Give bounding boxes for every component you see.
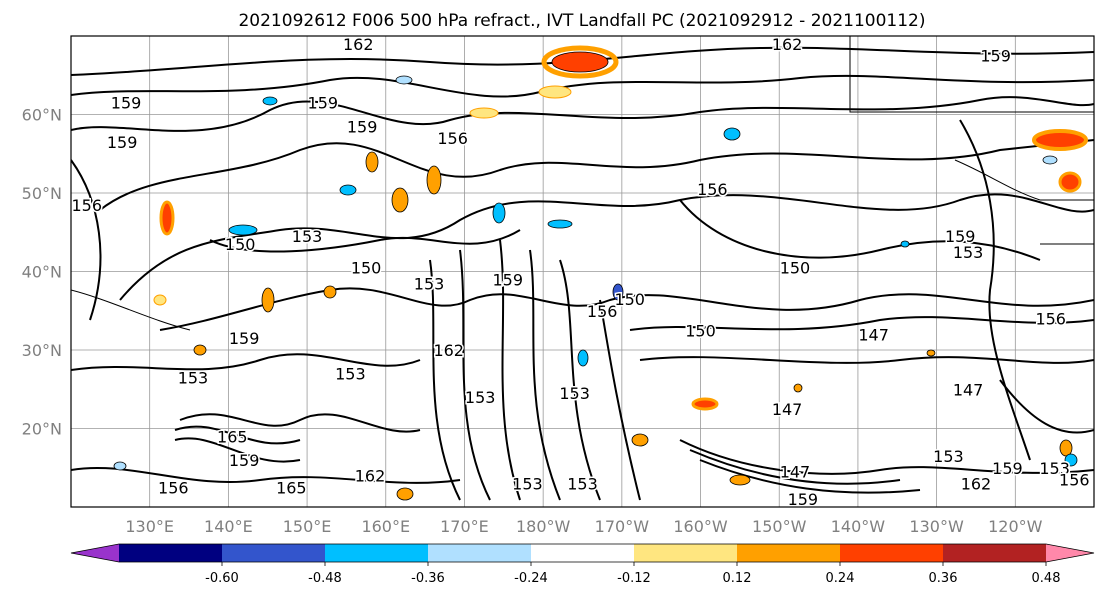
x-tick-label: 160°E bbox=[361, 517, 410, 536]
x-tick-label: 170°E bbox=[440, 517, 489, 536]
chart-title: 2021092612 F006 500 hPa refract., IVT La… bbox=[238, 11, 925, 31]
contour-label: 156 bbox=[1059, 471, 1090, 490]
contour-label: 150 bbox=[614, 290, 645, 309]
y-tick-label: 30°N bbox=[22, 341, 62, 360]
contour-label: 156 bbox=[697, 180, 728, 199]
colorbar-segment bbox=[222, 544, 326, 562]
colorbar-tick-label: 0.12 bbox=[723, 571, 752, 586]
contour-label: 165 bbox=[217, 427, 248, 446]
contour-label: 159 bbox=[229, 451, 260, 470]
contour-label: 159 bbox=[492, 270, 523, 289]
x-tick-label: 180°W bbox=[516, 517, 571, 536]
contour-label: 162 bbox=[961, 474, 992, 493]
y-tick-label: 60°N bbox=[22, 106, 62, 125]
contour-label: 159 bbox=[107, 133, 138, 152]
contour-label: 153 bbox=[512, 474, 543, 493]
x-tick-label: 130°E bbox=[125, 517, 174, 536]
contour-label-layer: 162 1621591591591591591561561561531501501… bbox=[71, 35, 1091, 509]
contour-label: 159 bbox=[111, 94, 142, 113]
y-axis-ticks: 20°N 30°N 40°N 50°N 60°N bbox=[22, 106, 62, 439]
colorbar-tick-label: 0.48 bbox=[1032, 571, 1061, 586]
colorbar-segment bbox=[943, 544, 1047, 562]
contour-label: 156 bbox=[158, 478, 189, 497]
colorbar-segment bbox=[737, 544, 841, 562]
contour-label: 156 bbox=[71, 196, 102, 215]
contour-label: 147 bbox=[780, 463, 811, 482]
x-tick-label: 140°E bbox=[204, 517, 253, 536]
contour-label: 150 bbox=[780, 259, 811, 278]
contour-label: 153 bbox=[559, 384, 590, 403]
colorbar: -0.60 -0.48 -0.36 -0.24 -0.12 0.12 0.24 0.36 0.4… bbox=[70, 543, 1095, 586]
contour-label: 159 bbox=[229, 329, 260, 348]
colorbar-extend-low bbox=[71, 544, 119, 562]
x-tick-label: 170°W bbox=[595, 517, 650, 536]
colorbar-segment bbox=[634, 544, 738, 562]
contour-label: 162 bbox=[355, 467, 386, 486]
contour-label: 159 bbox=[788, 490, 819, 509]
contour-label: 162 bbox=[772, 35, 803, 54]
contour-label: 162 bbox=[433, 341, 464, 360]
colorbar-outline bbox=[70, 543, 1095, 563]
map-boundaries bbox=[71, 36, 1094, 331]
contour-label: 156 bbox=[1035, 310, 1066, 329]
x-axis-ticks: 130°E 140°E 150°E 160°E 170°E 180°W 170°W 160°W… bbox=[125, 517, 1042, 536]
contour-label: 159 bbox=[945, 227, 976, 246]
colorbar-segment bbox=[428, 544, 532, 562]
contour-label: 165 bbox=[276, 478, 307, 497]
contour-label: 150 bbox=[685, 321, 716, 340]
colorbar-segment bbox=[119, 544, 223, 562]
colorbar-tick-label: -0.48 bbox=[308, 571, 342, 586]
colorbar-tick-label: -0.12 bbox=[617, 571, 651, 586]
contour-label: 159 bbox=[992, 459, 1023, 478]
contour-label: 156 bbox=[587, 302, 618, 321]
contour-label: 153 bbox=[933, 447, 964, 466]
y-tick-label: 50°N bbox=[22, 184, 62, 203]
x-tick-label: 120°W bbox=[988, 517, 1043, 536]
colorbar-tick-label: -0.24 bbox=[514, 571, 548, 586]
contour-label: 153 bbox=[567, 474, 598, 493]
contour-label: 162 bbox=[343, 35, 374, 54]
y-tick-label: 40°N bbox=[22, 263, 62, 282]
x-tick-label: 160°W bbox=[673, 517, 728, 536]
contour-label: 153 bbox=[1039, 459, 1070, 478]
x-tick-label: 150°E bbox=[283, 517, 332, 536]
colorbar-tick-label: 0.36 bbox=[929, 571, 958, 586]
x-tick-label: 130°W bbox=[909, 517, 964, 536]
contour-label: 150 bbox=[225, 235, 256, 254]
refractivity-contours bbox=[71, 46, 1094, 501]
colorbar-tick-label: -0.60 bbox=[205, 571, 239, 586]
contour-label: 147 bbox=[953, 380, 984, 399]
y-tick-label: 20°N bbox=[22, 420, 62, 439]
ivt-shading bbox=[113, 45, 1088, 501]
contour-label: 159 bbox=[347, 117, 378, 136]
colorbar-segment bbox=[325, 544, 429, 562]
contour-label: 153 bbox=[953, 243, 984, 262]
map-frame bbox=[70, 35, 1095, 508]
contour-label: 156 bbox=[437, 129, 468, 148]
contour-label: 159 bbox=[308, 94, 339, 113]
contour-label: 153 bbox=[335, 365, 366, 384]
colorbar-tick-label: 0.24 bbox=[826, 571, 855, 586]
colorbar-segment bbox=[840, 544, 944, 562]
colorbar-extend-high bbox=[1046, 544, 1094, 562]
contour-label: 147 bbox=[772, 400, 803, 419]
contour-label: 150 bbox=[351, 259, 382, 278]
contour-label: 147 bbox=[858, 325, 889, 344]
contour-label: 153 bbox=[414, 274, 445, 293]
contour-label: 153 bbox=[178, 368, 209, 387]
contour-label: 159 bbox=[980, 47, 1011, 66]
x-tick-label: 140°W bbox=[831, 517, 886, 536]
x-tick-label: 150°W bbox=[752, 517, 807, 536]
contour-label: 153 bbox=[465, 388, 496, 407]
colorbar-segment bbox=[531, 544, 635, 562]
colorbar-tick-label: -0.36 bbox=[411, 571, 445, 586]
contour-label: 153 bbox=[292, 227, 323, 246]
